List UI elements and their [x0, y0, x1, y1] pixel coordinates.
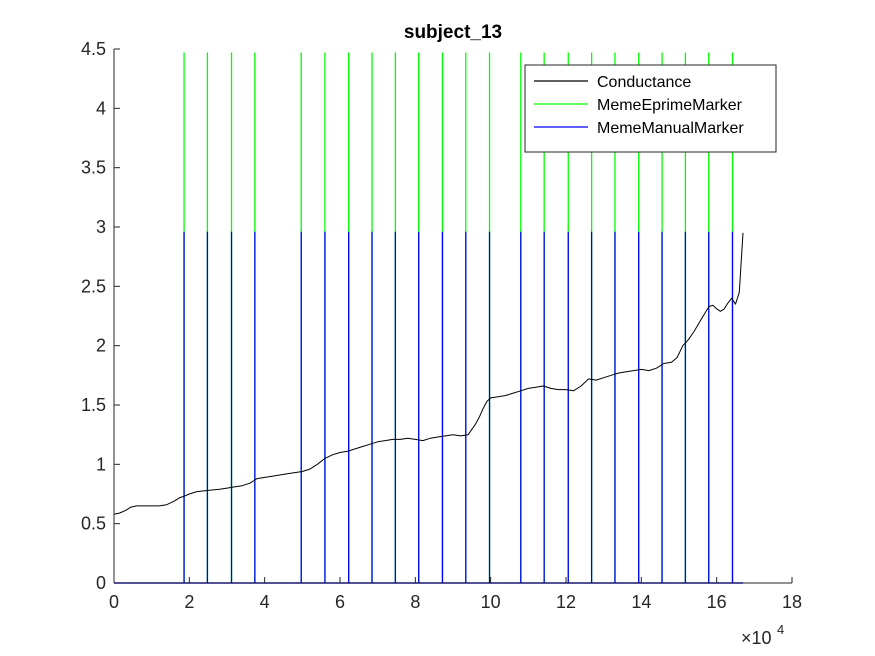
- ticks-layer: 0 2 4 6 8 10 12 14 16 18 0 0.5 1 1.5 2 2.5 3 3.5 4 4.5: [81, 39, 802, 612]
- y-tick-label-5: 2.5: [81, 276, 106, 296]
- x-tick-label-4: 8: [410, 592, 420, 612]
- x-tick-label-9: 18: [782, 592, 802, 612]
- legend: Conductance MemeEprimeMarker MemeManualMar…: [524, 64, 777, 153]
- x-tick-label-8: 16: [707, 592, 727, 612]
- y-tick-label-1: 0.5: [81, 514, 106, 534]
- legend-label-1: MemeEprimeMarker: [597, 97, 743, 114]
- x-exponent-power: 4: [777, 622, 784, 637]
- x-tick-label-1: 2: [184, 592, 194, 612]
- x-tick-label-3: 6: [335, 592, 345, 612]
- x-axis-exponent: ×10 4: [741, 622, 784, 648]
- x-tick-label-0: 0: [109, 592, 119, 612]
- x-tick-label-5: 10: [481, 592, 501, 612]
- x-tick-label-2: 4: [260, 592, 270, 612]
- axes-layer: [113, 49, 792, 584]
- y-tick-label-2: 1: [96, 454, 106, 474]
- conductance-line: [113, 232, 744, 515]
- x-tick-label-6: 12: [556, 592, 576, 612]
- y-tick-label-0: 0: [96, 573, 106, 593]
- legend-label-0: Conductance: [597, 74, 691, 91]
- y-tick-label-7: 3.5: [81, 158, 106, 178]
- y-tick-label-9: 4.5: [81, 39, 106, 59]
- y-tick-label-8: 4: [96, 98, 106, 118]
- y-tick-label-6: 3: [96, 217, 106, 237]
- y-tick-label-4: 2: [96, 336, 106, 356]
- chart-title: subject_13: [404, 22, 502, 43]
- x-exponent-base: ×10: [741, 628, 772, 648]
- y-tick-label-3: 1.5: [81, 395, 106, 415]
- x-tick-label-7: 14: [631, 592, 651, 612]
- legend-label-2: MemeManualMarker: [597, 120, 744, 137]
- legend-box: [524, 64, 777, 153]
